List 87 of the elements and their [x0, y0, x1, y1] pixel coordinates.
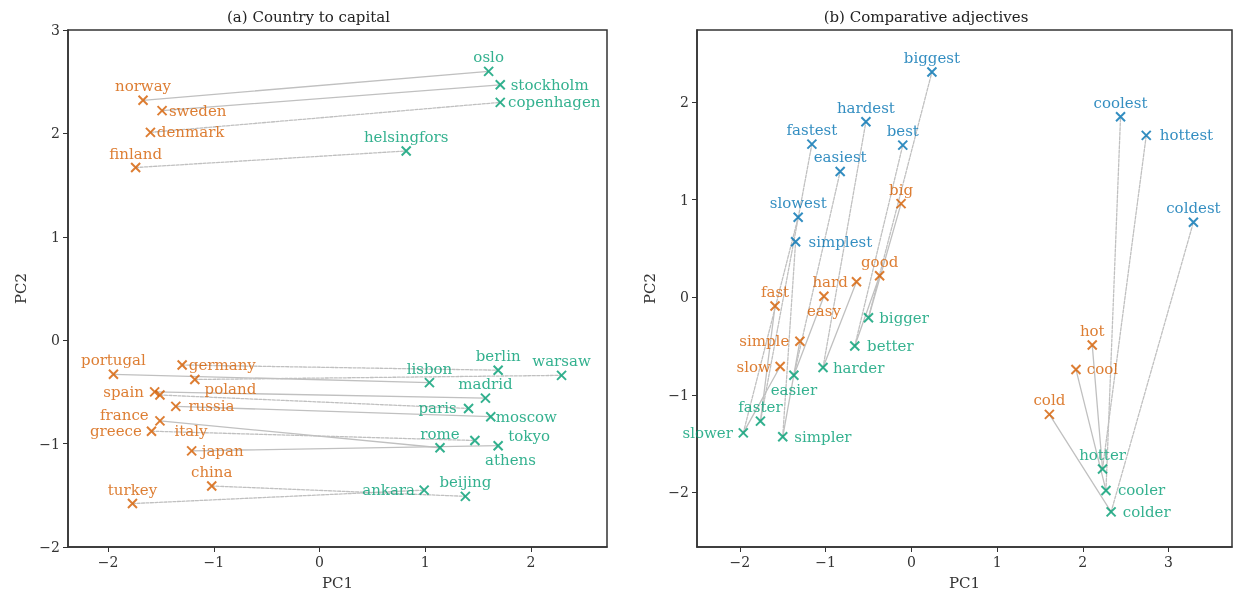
data-label: denmark — [156, 123, 226, 142]
data-label: italy — [174, 421, 208, 440]
data-label: colder — [1122, 502, 1172, 521]
x-tick-label: 2 — [1078, 554, 1088, 570]
data-label: easier — [770, 381, 818, 400]
data-label: simple — [739, 332, 790, 351]
data-label: beijing — [439, 473, 492, 492]
data-label: rome — [420, 424, 460, 443]
data-label: spain — [103, 382, 145, 401]
data-label: bigger — [879, 308, 930, 327]
data-label: cold — [1033, 391, 1066, 410]
y-tick-label: −1 — [668, 386, 689, 403]
x-tick-label: 0 — [315, 554, 324, 570]
chart-title: (b) Comparative adjectives — [823, 7, 1029, 26]
data-label: fastest — [786, 121, 838, 140]
data-label: easy — [806, 302, 842, 321]
data-label: japan — [199, 441, 244, 460]
y-tick-label: −1 — [39, 435, 60, 452]
x-tick-label: 1 — [420, 554, 430, 570]
data-label: hot — [1079, 322, 1105, 341]
data-label: hardest — [836, 98, 895, 117]
data-label: coolest — [1093, 93, 1148, 112]
data-label: helsingfors — [363, 127, 449, 146]
data-label: cool — [1086, 360, 1119, 379]
data-label: big — [889, 180, 914, 199]
data-label: athens — [485, 451, 536, 470]
data-label: copenhagen — [508, 93, 601, 112]
data-label: sweden — [168, 101, 227, 120]
x-tick-label: −2 — [97, 554, 119, 570]
y-axis-title: PC2 — [640, 272, 659, 305]
data-label: poland — [204, 380, 257, 399]
data-label: madrid — [458, 375, 514, 394]
data-label: norway — [114, 77, 172, 96]
data-label: hard — [812, 272, 849, 291]
x-tick-label: −1 — [203, 554, 225, 570]
data-label: faster — [738, 398, 784, 417]
data-label: oslo — [473, 48, 504, 67]
y-tick-label: 2 — [51, 125, 60, 142]
y-tick-label: 0 — [51, 332, 60, 349]
y-axis-title: PC2 — [11, 272, 30, 305]
y-tick-label: 1 — [680, 191, 689, 208]
x-tick-label: −1 — [815, 554, 836, 570]
data-label: warsaw — [532, 352, 591, 371]
data-label: slow — [736, 357, 772, 376]
chart-title: (a) Country to capital — [226, 7, 391, 26]
data-label: hottest — [1159, 126, 1214, 145]
data-label: harder — [832, 358, 886, 377]
y-tick-label: 0 — [680, 289, 689, 306]
data-label: better — [867, 337, 915, 356]
data-label: china — [191, 462, 233, 481]
y-tick-label: 2 — [680, 94, 689, 111]
y-tick-label: −2 — [39, 539, 60, 555]
data-label: russia — [188, 397, 235, 416]
x-tick-label: 0 — [906, 554, 916, 570]
data-label: cooler — [1117, 481, 1167, 500]
data-label: germany — [188, 356, 257, 375]
data-label: berlin — [475, 347, 521, 366]
x-tick-label: −2 — [729, 554, 751, 570]
data-label: stockholm — [510, 75, 589, 94]
data-label: biggest — [903, 48, 961, 67]
x-axis-title: PC1 — [948, 573, 981, 592]
data-label: best — [886, 122, 919, 141]
data-label: turkey — [107, 480, 158, 499]
data-label: ankara — [362, 481, 415, 500]
data-label: simpler — [794, 427, 853, 446]
data-label: moscow — [495, 407, 558, 426]
data-label: tokyo — [508, 426, 550, 445]
data-label: coldest — [1166, 199, 1221, 218]
data-label: easiest — [813, 148, 867, 167]
y-tick-label: 1 — [51, 228, 60, 245]
x-tick-label: 3 — [1164, 554, 1174, 570]
x-axis-title: PC1 — [321, 573, 354, 592]
x-tick-label: 2 — [526, 554, 536, 570]
data-label: simplest — [808, 232, 873, 251]
data-label: greece — [89, 422, 142, 441]
x-tick-label: 1 — [992, 554, 1002, 570]
y-tick-label: −2 — [668, 484, 689, 501]
data-label: finland — [109, 144, 163, 163]
data-label: hotter — [1079, 445, 1127, 464]
data-label: paris — [418, 399, 457, 418]
data-label: fast — [760, 283, 790, 302]
data-label: slowest — [769, 194, 827, 213]
data-label: good — [860, 252, 899, 271]
data-label: lisbon — [406, 359, 453, 378]
y-tick-label: 3 — [51, 22, 60, 38]
data-label: france — [100, 406, 149, 424]
data-label: portugal — [81, 351, 147, 370]
